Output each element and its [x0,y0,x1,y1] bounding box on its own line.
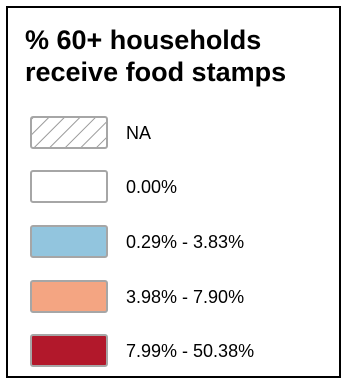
legend-label-low: 0.29% - 3.83% [126,232,245,252]
legend-label-high: 7.99% - 50.38% [126,341,255,361]
legend-title-line-2: receive food stamps [25,57,287,87]
legend-item-high: 7.99% - 50.38% [30,334,330,370]
hatched-swatch [30,116,108,149]
color-swatch [30,225,108,258]
legend-item-mid: 3.98% - 7.90% [30,280,330,316]
legend-label-na: NA [126,123,152,143]
color-swatch [30,170,108,203]
legend-item-low: 0.29% - 3.83% [30,225,330,261]
legend-label-zero: 0.00% [126,177,178,197]
legend-item-na: NA [30,116,330,152]
legend-title-line-1: % 60+ households [25,25,262,55]
hatch-pattern-icon [32,118,106,147]
color-swatch [30,280,108,313]
legend-label-mid: 3.98% - 7.90% [126,287,245,307]
color-swatch [30,334,108,367]
legend-title: % 60+ households receive food stamps [25,24,335,88]
legend-item-zero: 0.00% [30,170,330,206]
